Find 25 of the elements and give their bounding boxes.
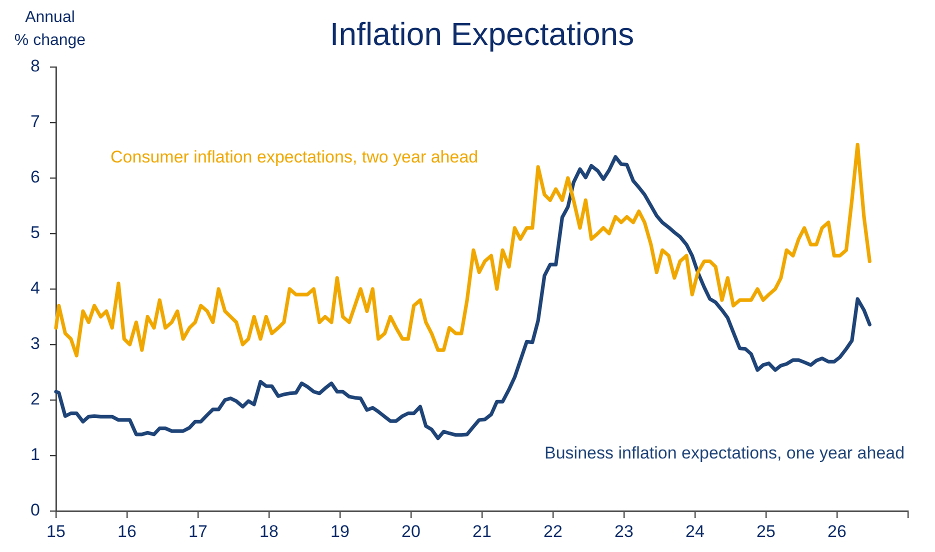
x-tick-label: 18 bbox=[260, 522, 278, 541]
x-tick-label: 26 bbox=[828, 522, 846, 541]
x-tick-label: 23 bbox=[614, 522, 634, 541]
x-tick-label: 24 bbox=[686, 522, 704, 541]
x-tick-label: 21 bbox=[472, 522, 492, 541]
y-tick-label: 5 bbox=[30, 223, 40, 242]
y-tick-label: 1 bbox=[30, 445, 40, 464]
y-tick-label: 7 bbox=[30, 112, 40, 132]
x-tick-label: 17 bbox=[188, 522, 208, 541]
y-tick-label: 8 bbox=[30, 56, 40, 76]
x-tick-label: 16 bbox=[118, 522, 136, 541]
y-axis-title: Annual % change bbox=[13, 8, 87, 51]
x-tick-label: 22 bbox=[544, 522, 562, 541]
text: Business inflation expectations, one year ahead bbox=[544, 443, 905, 462]
x-tick-label: 20 bbox=[402, 522, 420, 541]
text: Consumer inflation expectations, two year ahead bbox=[110, 148, 478, 167]
x-tick-label: 15 bbox=[46, 522, 66, 541]
y-tick-label: 0 bbox=[30, 500, 40, 520]
x-tick-label: 25 bbox=[756, 522, 776, 541]
chart-title: Inflation Expectations bbox=[330, 16, 634, 52]
y-tick-label: 2 bbox=[30, 390, 40, 409]
y-tick-label: 3 bbox=[30, 334, 40, 354]
x-tick-label: 19 bbox=[330, 522, 350, 541]
y-tick-label: 6 bbox=[30, 168, 40, 187]
y-tick-label: 4 bbox=[30, 278, 40, 298]
